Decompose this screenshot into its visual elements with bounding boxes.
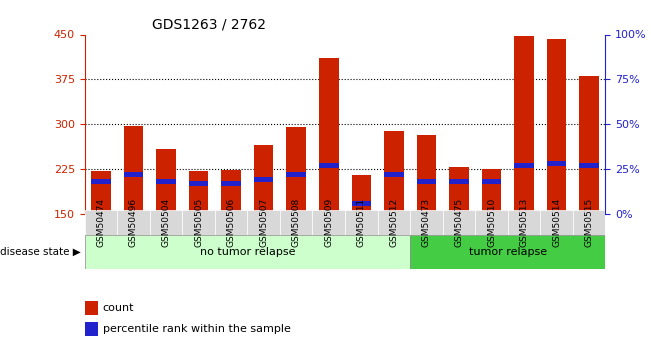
Bar bbox=[482, 179, 501, 184]
Text: GSM50473: GSM50473 bbox=[422, 198, 431, 247]
Bar bbox=[579, 163, 599, 168]
Bar bbox=[319, 163, 339, 168]
Bar bbox=[417, 179, 436, 184]
Bar bbox=[514, 36, 534, 214]
Text: count: count bbox=[103, 303, 134, 313]
FancyBboxPatch shape bbox=[410, 235, 605, 269]
FancyBboxPatch shape bbox=[247, 210, 280, 235]
Bar bbox=[156, 179, 176, 184]
Bar bbox=[319, 58, 339, 214]
Bar bbox=[514, 163, 534, 168]
FancyBboxPatch shape bbox=[443, 210, 475, 235]
Text: GSM50509: GSM50509 bbox=[324, 198, 333, 247]
Text: no tumor relapse: no tumor relapse bbox=[200, 247, 295, 257]
Bar bbox=[286, 172, 306, 177]
Bar bbox=[547, 161, 566, 166]
Bar bbox=[221, 170, 241, 214]
Text: tumor relapse: tumor relapse bbox=[469, 247, 547, 257]
Text: GSM50505: GSM50505 bbox=[194, 198, 203, 247]
Bar bbox=[124, 172, 143, 177]
Text: GSM50510: GSM50510 bbox=[487, 198, 496, 247]
Text: GSM50496: GSM50496 bbox=[129, 198, 138, 247]
FancyBboxPatch shape bbox=[378, 210, 410, 235]
FancyBboxPatch shape bbox=[410, 210, 443, 235]
Text: GSM50475: GSM50475 bbox=[454, 198, 464, 247]
Bar bbox=[91, 179, 111, 184]
Text: GSM50515: GSM50515 bbox=[585, 198, 594, 247]
Text: percentile rank within the sample: percentile rank within the sample bbox=[103, 324, 291, 334]
Bar bbox=[189, 181, 208, 186]
Bar bbox=[579, 76, 599, 214]
Text: GSM50506: GSM50506 bbox=[227, 198, 236, 247]
Bar bbox=[449, 179, 469, 184]
Bar bbox=[547, 39, 566, 214]
Text: GSM50514: GSM50514 bbox=[552, 198, 561, 247]
FancyBboxPatch shape bbox=[182, 210, 215, 235]
Bar bbox=[352, 201, 371, 206]
Bar bbox=[85, 301, 98, 315]
Text: disease state ▶: disease state ▶ bbox=[0, 247, 81, 257]
Bar bbox=[384, 172, 404, 177]
FancyBboxPatch shape bbox=[85, 210, 117, 235]
Bar bbox=[352, 175, 371, 214]
FancyBboxPatch shape bbox=[85, 235, 410, 269]
FancyBboxPatch shape bbox=[117, 210, 150, 235]
Bar bbox=[221, 181, 241, 186]
FancyBboxPatch shape bbox=[150, 210, 182, 235]
FancyBboxPatch shape bbox=[573, 210, 605, 235]
FancyBboxPatch shape bbox=[215, 210, 247, 235]
Bar bbox=[189, 171, 208, 214]
Text: GSM50507: GSM50507 bbox=[259, 198, 268, 247]
FancyBboxPatch shape bbox=[345, 210, 378, 235]
Bar bbox=[482, 169, 501, 214]
Text: GSM50513: GSM50513 bbox=[519, 198, 529, 247]
Bar bbox=[449, 167, 469, 214]
Bar bbox=[85, 322, 98, 336]
Text: GDS1263 / 2762: GDS1263 / 2762 bbox=[152, 18, 266, 32]
Text: GSM50512: GSM50512 bbox=[389, 198, 398, 247]
FancyBboxPatch shape bbox=[540, 210, 573, 235]
Text: GSM50511: GSM50511 bbox=[357, 198, 366, 247]
FancyBboxPatch shape bbox=[280, 210, 312, 235]
Bar bbox=[286, 127, 306, 214]
FancyBboxPatch shape bbox=[508, 210, 540, 235]
Text: GSM50474: GSM50474 bbox=[96, 198, 105, 247]
Text: GSM50508: GSM50508 bbox=[292, 198, 301, 247]
Bar bbox=[91, 171, 111, 214]
Bar bbox=[254, 177, 273, 182]
FancyBboxPatch shape bbox=[312, 210, 345, 235]
Bar bbox=[417, 135, 436, 214]
Text: GSM50504: GSM50504 bbox=[161, 198, 171, 247]
Bar bbox=[254, 145, 273, 214]
Bar bbox=[156, 149, 176, 214]
Bar bbox=[124, 126, 143, 214]
Bar bbox=[384, 131, 404, 214]
FancyBboxPatch shape bbox=[475, 210, 508, 235]
